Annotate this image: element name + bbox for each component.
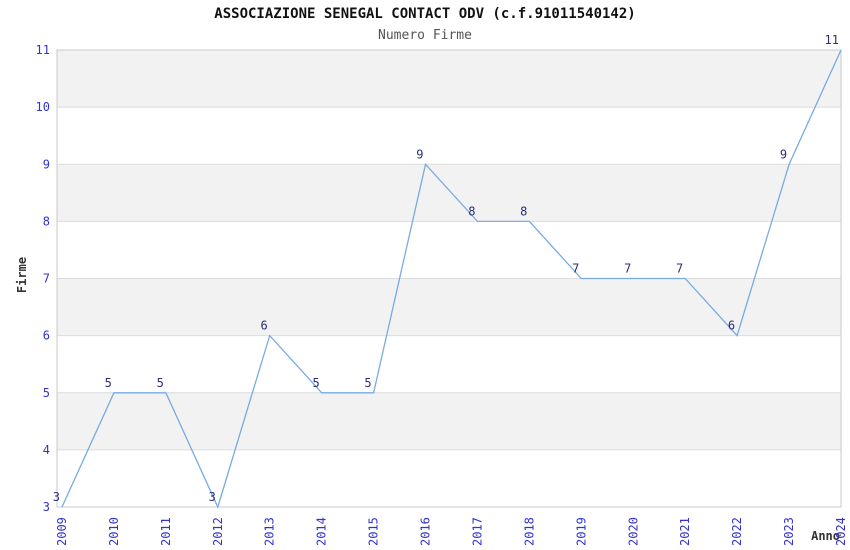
y-tick-label: 8 <box>43 214 50 228</box>
data-point-label: 6 <box>260 319 267 333</box>
data-point-label: 7 <box>572 262 579 276</box>
data-point-label: 5 <box>312 376 319 390</box>
y-tick-label: 6 <box>43 329 50 343</box>
x-tick-label: 2019 <box>574 517 588 546</box>
x-tick-label: 2018 <box>522 517 536 546</box>
x-tick-label: 2021 <box>678 517 692 546</box>
data-point-label: 7 <box>676 262 683 276</box>
y-tick-label: 10 <box>36 100 50 114</box>
y-tick-label: 3 <box>43 500 50 514</box>
data-line <box>61 49 842 509</box>
chart-title: ASSOCIAZIONE SENEGAL CONTACT ODV (c.f.91… <box>214 6 636 22</box>
data-point-label: 9 <box>780 147 787 161</box>
data-point-label: 5 <box>364 376 371 390</box>
y-tick-label: 5 <box>43 386 50 400</box>
data-point-label: 8 <box>520 204 527 218</box>
plot-border <box>56 49 842 508</box>
x-tick-label: 2009 <box>55 517 69 546</box>
x-tick-label: 2015 <box>367 517 381 546</box>
y-tick-label: 4 <box>43 443 50 457</box>
plot-band <box>57 392 841 450</box>
plot-band <box>57 50 841 108</box>
chart-subtitle: Numero Firme <box>378 28 472 43</box>
y-tick-label: 11 <box>36 43 50 57</box>
data-point-label: 9 <box>416 147 423 161</box>
y-tick-label: 7 <box>43 272 50 286</box>
data-point-label: 8 <box>468 204 475 218</box>
x-tick-label: 2016 <box>419 517 433 546</box>
x-tick-label: 2010 <box>107 517 121 546</box>
x-tick-label: 2022 <box>730 517 744 546</box>
x-tick-label: 2013 <box>263 517 277 546</box>
data-point-label: 5 <box>105 376 112 390</box>
plot-band <box>57 278 841 336</box>
x-tick-label: 2024 <box>834 517 848 546</box>
y-tick-label: 9 <box>43 157 50 171</box>
data-point-label: 3 <box>53 490 60 504</box>
data-point-label: 3 <box>209 490 216 504</box>
x-tick-label: 2023 <box>782 517 796 546</box>
plot-band <box>57 164 841 222</box>
data-point-label: 11 <box>825 33 839 47</box>
data-point-label: 7 <box>624 262 631 276</box>
x-tick-label: 2020 <box>626 517 640 546</box>
x-tick-label: 2011 <box>159 517 173 546</box>
x-tick-label: 2014 <box>315 517 329 546</box>
x-tick-label: 2017 <box>471 517 485 546</box>
x-axis-title: Anno <box>811 529 840 543</box>
data-point-label: 6 <box>728 319 735 333</box>
data-point-label: 5 <box>157 376 164 390</box>
x-tick-label: 2012 <box>211 517 225 546</box>
